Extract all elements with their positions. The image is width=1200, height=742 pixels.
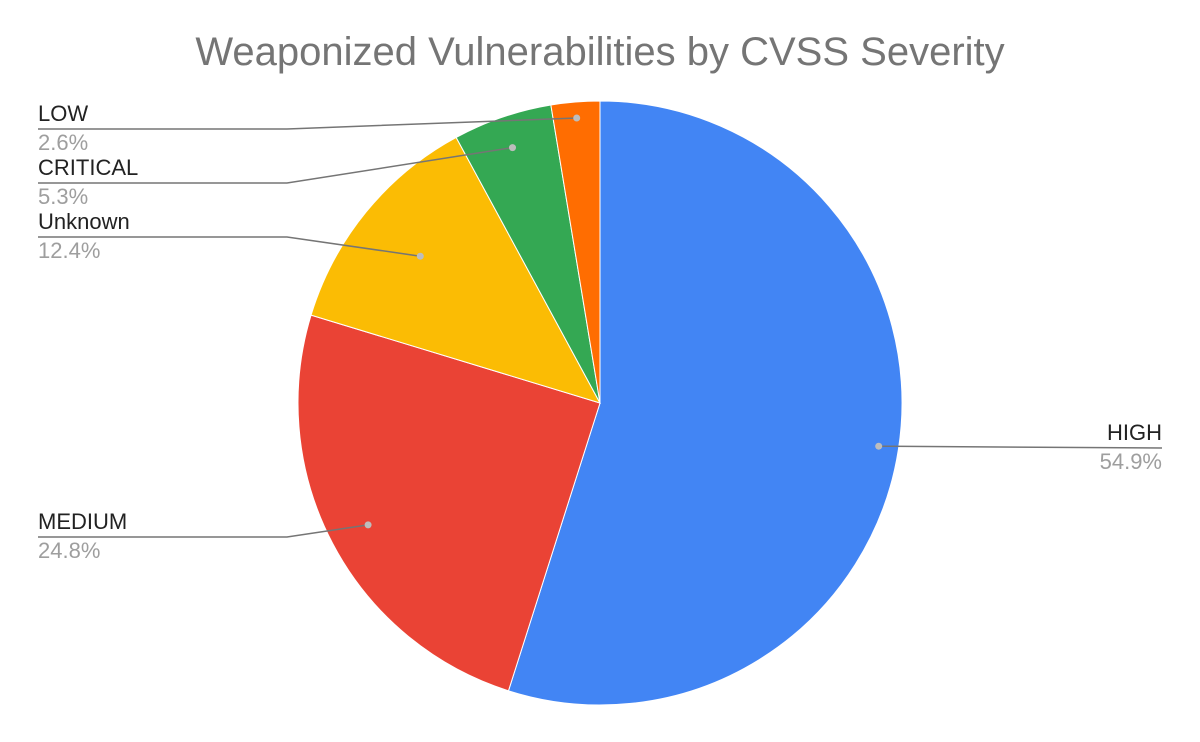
leader-dot-critical bbox=[509, 144, 516, 152]
slice-labels: HIGH 54.9% MEDIUM 24.8% Unknown 12.4% CRITICAL… bbox=[38, 101, 1162, 563]
chart-title: Weaponized Vulnerabilities by CVSS Sever… bbox=[195, 30, 1005, 74]
slice-label-unknown: Unknown bbox=[38, 209, 130, 234]
slice-label-medium: MEDIUM bbox=[38, 509, 127, 534]
slice-label-critical: CRITICAL bbox=[38, 155, 138, 180]
pie-slice-medium bbox=[297, 314, 601, 692]
slice-percent-medium: 24.8% bbox=[38, 538, 100, 563]
slice-label-low: LOW bbox=[38, 101, 88, 126]
leader-dot-high bbox=[875, 442, 883, 450]
pie-slice-high bbox=[507, 100, 903, 706]
leader-dot-medium bbox=[364, 521, 372, 529]
leader-dot-unknown bbox=[416, 252, 424, 260]
slice-percent-low: 2.6% bbox=[38, 130, 88, 155]
leader-line-low bbox=[38, 117, 577, 130]
slice-percent-unknown: 12.4% bbox=[38, 238, 100, 263]
pie-slice-unknown bbox=[310, 136, 602, 404]
leader-dot-low bbox=[573, 114, 581, 122]
slice-percent-high: 54.9% bbox=[1100, 449, 1162, 474]
leader-line-medium bbox=[38, 524, 369, 538]
slice-label-high: HIGH bbox=[1107, 420, 1162, 445]
leader-line-high bbox=[878, 445, 1163, 449]
pie-slices bbox=[297, 100, 903, 706]
pie-slice-low bbox=[550, 100, 601, 404]
leader-lines bbox=[38, 114, 1163, 538]
leader-line-unknown bbox=[38, 236, 421, 257]
slice-percent-critical: 5.3% bbox=[38, 184, 88, 209]
leader-line-critical bbox=[38, 146, 513, 184]
